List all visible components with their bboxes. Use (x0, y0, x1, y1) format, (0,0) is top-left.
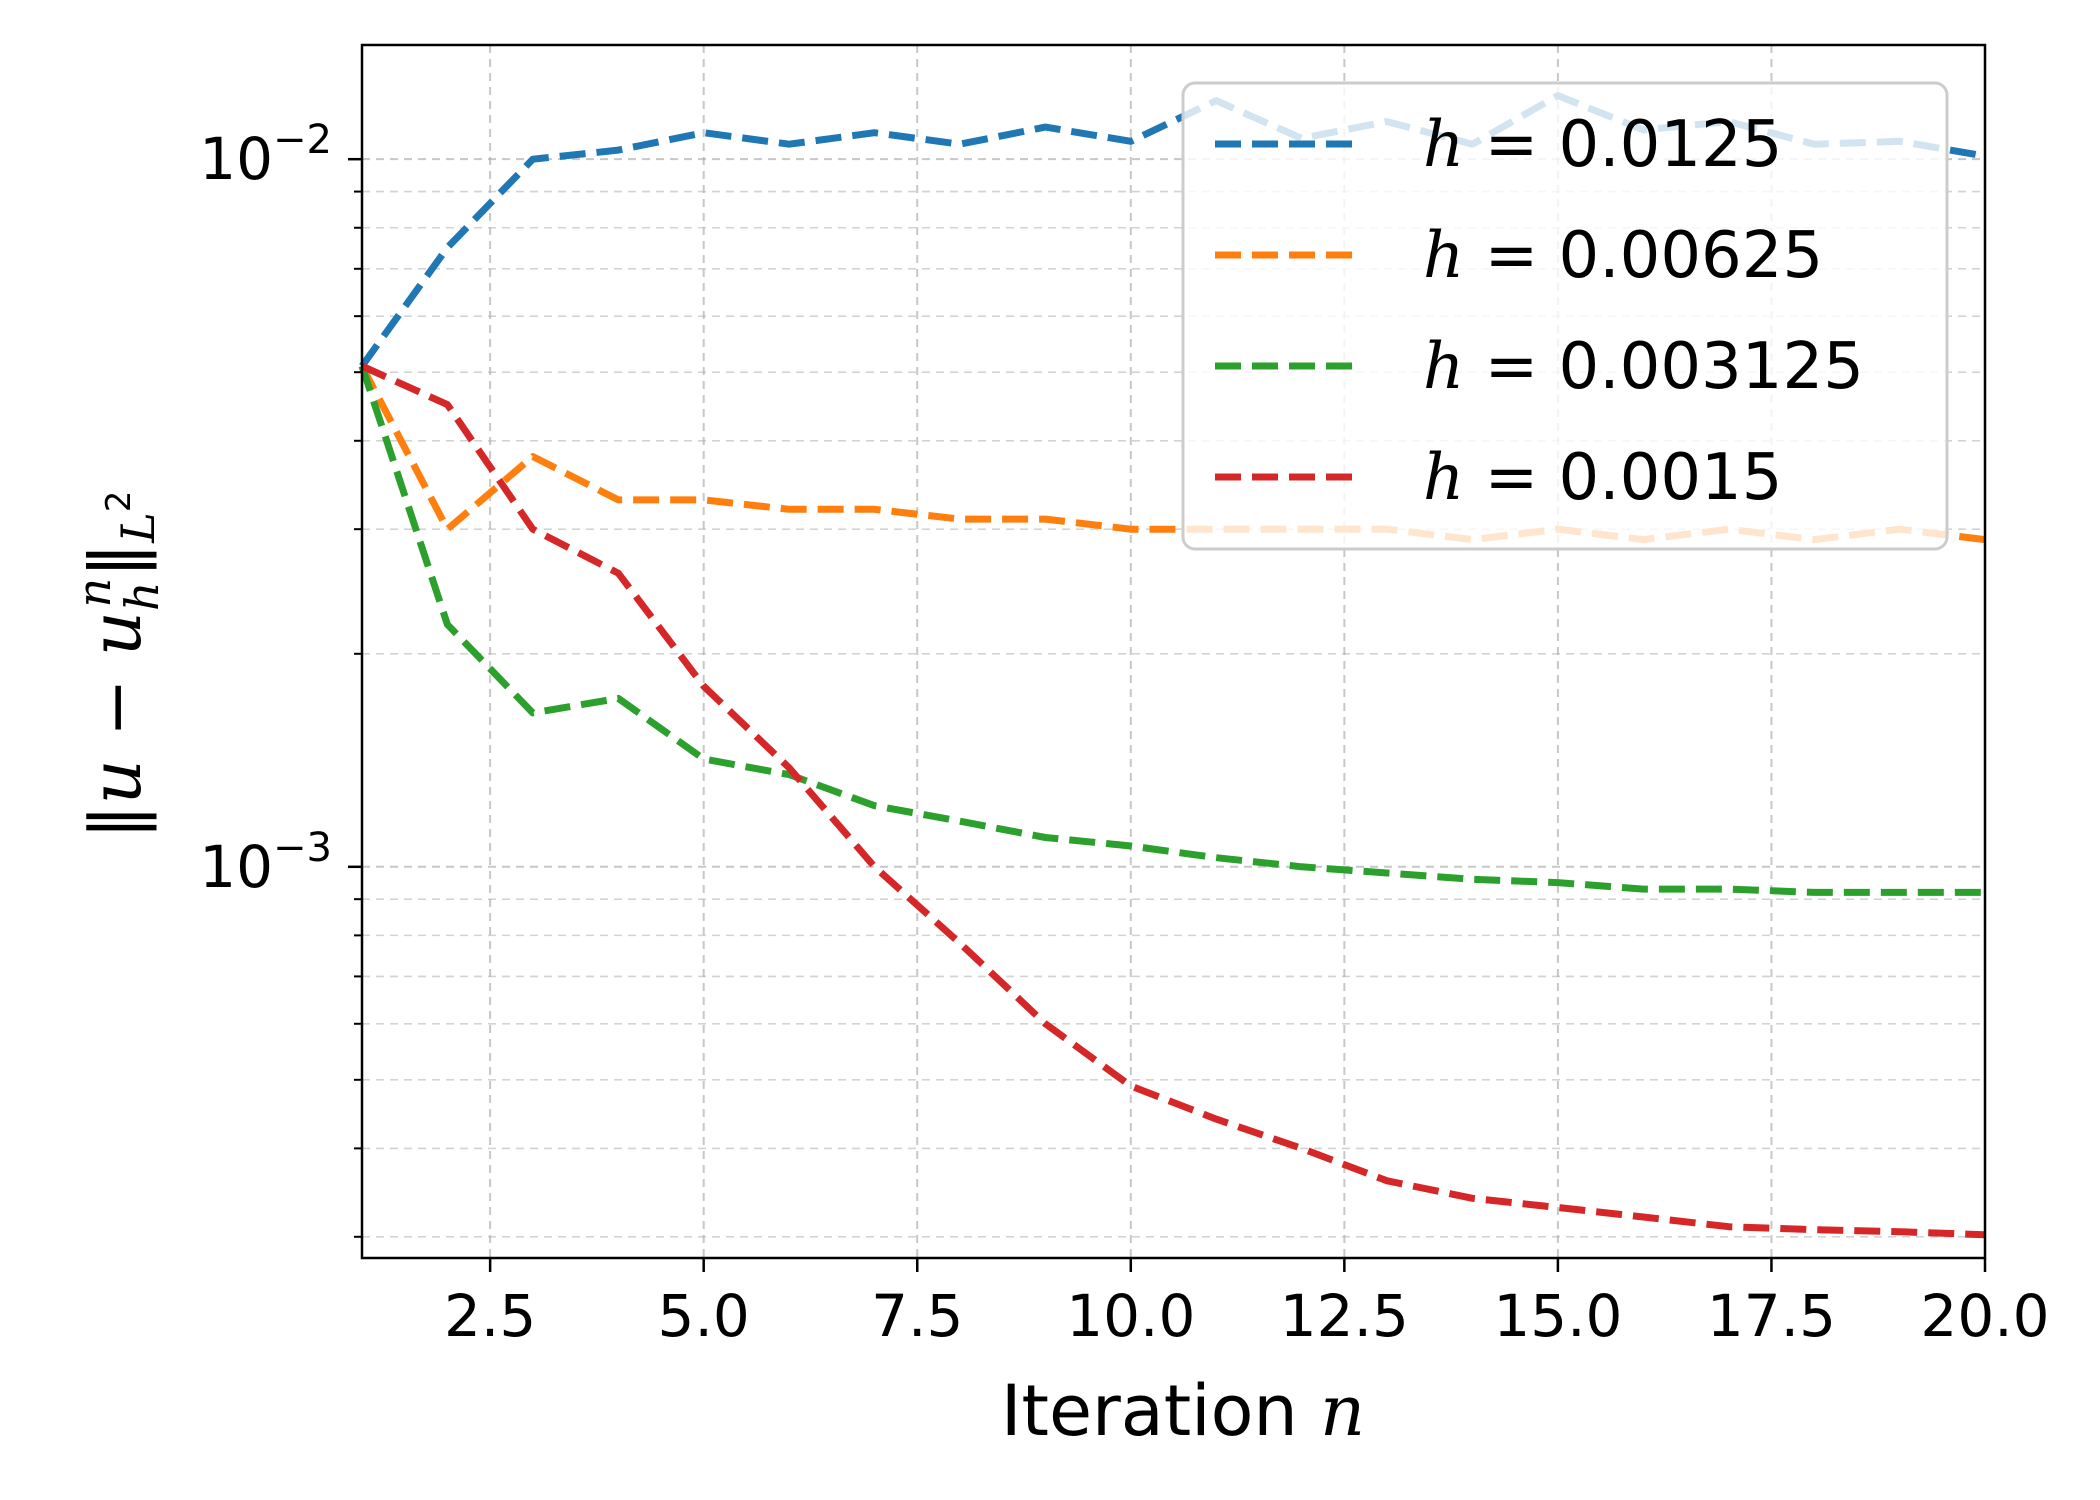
y-tick-label: 10−3 (199, 825, 332, 901)
legend: h = 0.0125 h = 0.00625 h = 0.003125 h = 0.0… (1181, 81, 1949, 551)
x-tick-label: 10.0 (1066, 1282, 1195, 1350)
plot-frame (360, 43, 1987, 1260)
x-axis-label: Iteration n (1001, 1370, 1365, 1452)
ticks: 2.5 5.0 7.5 10.0 12.5 15.0 17.5 20.0 10−3 10−2 (199, 117, 2049, 1350)
axes (360, 43, 1987, 1260)
x-tick-label: 5.0 (658, 1282, 750, 1350)
y-axis-label: ‖u − uhn‖L2 (67, 491, 169, 840)
legend-label-3: h = 0.003125 (1423, 330, 1864, 404)
series-line-3 (358, 365, 1985, 896)
legend-label-2: h = 0.00625 (1423, 219, 1823, 293)
legend-label-1: h = 0.0125 (1423, 108, 1782, 182)
legend-box (1181, 81, 1949, 551)
x-tick-label: 20.0 (1920, 1282, 2049, 1350)
x-tick-label: 12.5 (1280, 1282, 1409, 1350)
x-tick-label: 17.5 (1707, 1282, 1836, 1350)
x-tick-label: 15.0 (1493, 1282, 1622, 1350)
series-line-4 (360, 362, 1986, 1239)
x-tick-label: 2.5 (444, 1282, 536, 1350)
legend-label-4: h = 0.0015 (1423, 441, 1782, 515)
x-tick-label: 7.5 (871, 1282, 963, 1350)
y-tick-label: 10−2 (199, 117, 332, 193)
